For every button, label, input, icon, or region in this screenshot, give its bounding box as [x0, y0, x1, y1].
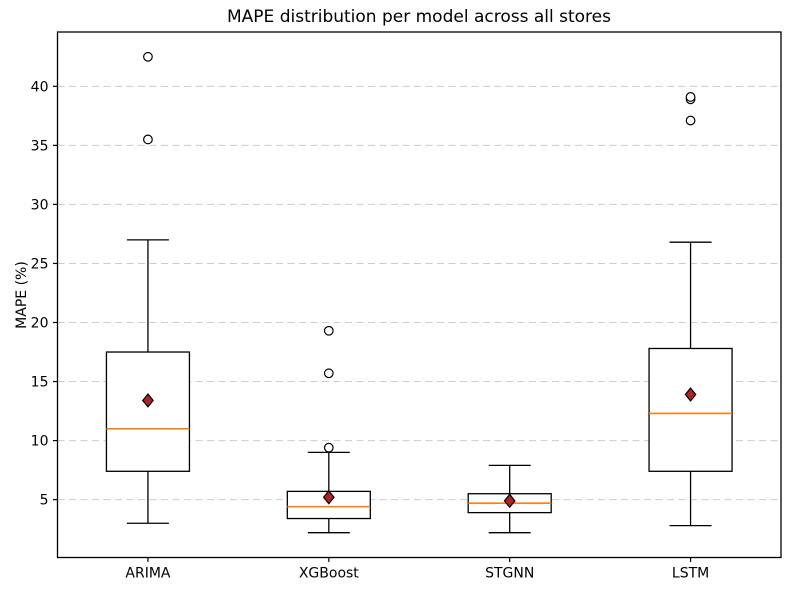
y-tick-label: 15	[31, 375, 49, 391]
mean-marker-LSTM	[684, 387, 697, 402]
y-tick-label: 5	[40, 493, 49, 509]
y-tick-label: 10	[31, 434, 49, 450]
outlier-XGBoost	[323, 442, 334, 453]
y-tick-label: 25	[31, 256, 49, 272]
mean-marker-ARIMA	[141, 393, 154, 408]
plot-border	[56, 31, 782, 559]
y-tick-label: 30	[31, 197, 49, 213]
chart-title: MAPE distribution per model across all s…	[227, 7, 611, 27]
outlier-XGBoost	[323, 325, 334, 336]
box-LSTM	[648, 347, 733, 472]
x-tick-label-XGBoost: XGBoost	[299, 566, 359, 582]
outlier-LSTM	[685, 115, 696, 126]
y-tick-label: 35	[31, 138, 49, 154]
outlier-ARIMA	[143, 51, 153, 62]
x-tick-label-LSTM: LSTM	[672, 566, 709, 582]
y-tick-label: 20	[31, 316, 49, 332]
y-tick-label: 40	[31, 79, 49, 95]
box-ARIMA	[105, 351, 191, 472]
outlier-LSTM	[685, 92, 696, 102]
outlier-XGBoost	[323, 368, 334, 379]
mean-marker-XGBoost	[322, 489, 335, 505]
mean-marker-STGNN	[503, 493, 516, 509]
x-tick-label-STGNN: STGNN	[485, 566, 534, 582]
outlier-ARIMA	[143, 134, 153, 145]
x-tick-label-ARIMA: ARIMA	[125, 566, 171, 582]
